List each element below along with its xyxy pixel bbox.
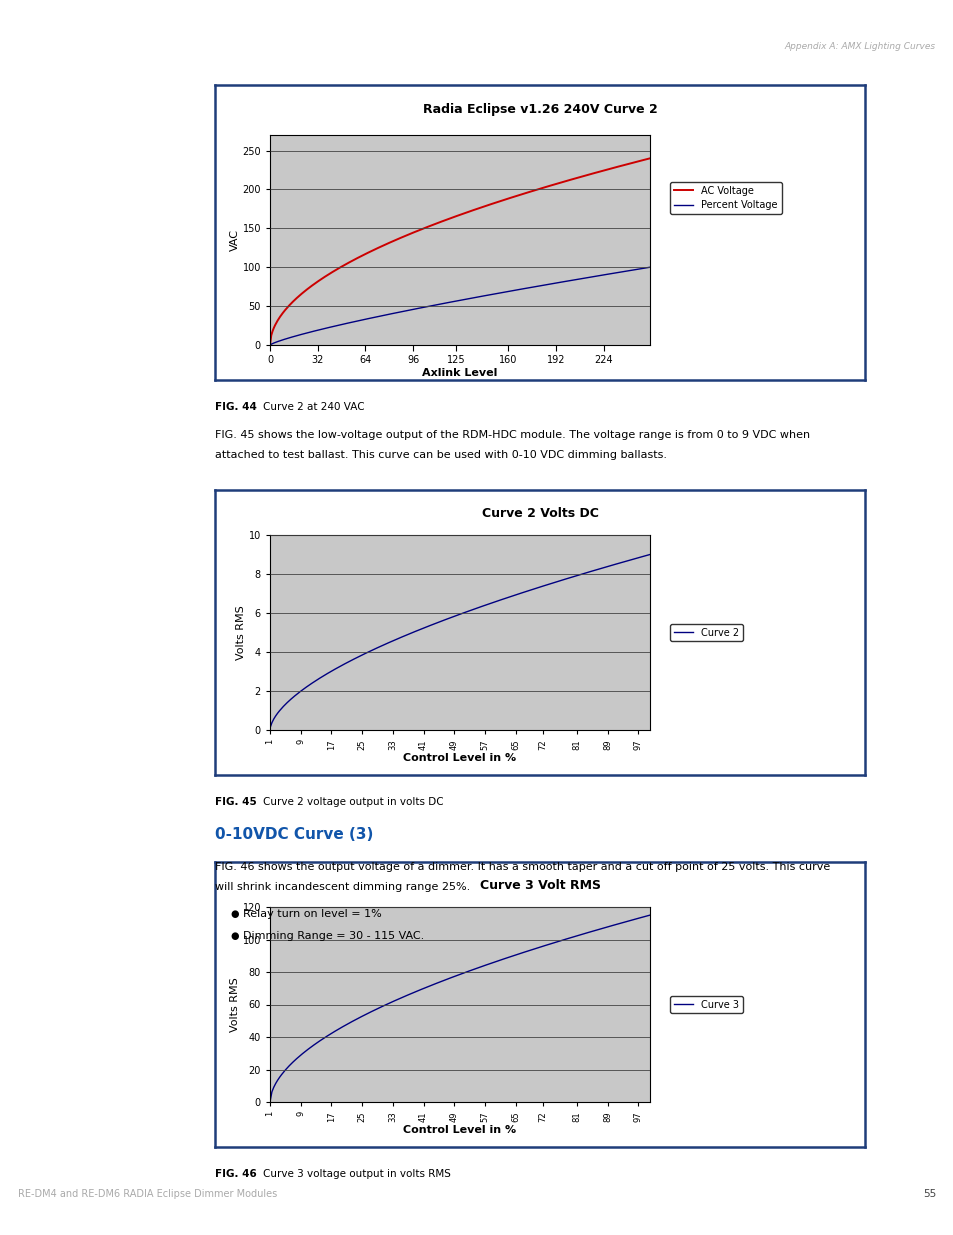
Text: Appendix A: AMX Lighting Curves: Appendix A: AMX Lighting Curves [784,42,935,51]
Text: FIG. 45 shows the low-voltage output of the RDM-HDC module. The voltage range is: FIG. 45 shows the low-voltage output of … [214,430,809,440]
Text: FIG. 46: FIG. 46 [214,1170,256,1179]
Text: FIG. 44: FIG. 44 [214,403,256,412]
Text: FIG. 45: FIG. 45 [214,797,256,806]
Text: 0-10VDC Curve (3): 0-10VDC Curve (3) [214,827,373,842]
Text: Curve 3 voltage output in volts RMS: Curve 3 voltage output in volts RMS [263,1170,451,1179]
Text: FIG. 46 shows the output voltage of a dimmer. It has a smooth taper and a cut of: FIG. 46 shows the output voltage of a di… [214,862,829,872]
Legend: Curve 3: Curve 3 [669,995,742,1014]
Text: Relay turn on level = 1%: Relay turn on level = 1% [243,909,381,919]
Legend: Curve 2: Curve 2 [669,624,742,641]
X-axis label: Axlink Level: Axlink Level [422,368,497,378]
X-axis label: Control Level in %: Control Level in % [403,1125,516,1135]
Text: 55: 55 [922,1189,935,1199]
Text: ●: ● [230,931,238,941]
Text: attached to test ballast. This curve can be used with 0-10 VDC dimming ballasts.: attached to test ballast. This curve can… [214,450,666,459]
Text: Curve 3 Volt RMS: Curve 3 Volt RMS [479,879,599,892]
Text: Dimming Range = 30 - 115 VAC.: Dimming Range = 30 - 115 VAC. [243,931,424,941]
Text: RE-DM4 and RE-DM6 RADIA Eclipse Dimmer Modules: RE-DM4 and RE-DM6 RADIA Eclipse Dimmer M… [18,1189,277,1199]
Text: will shrink incandescent dimming range 25%.: will shrink incandescent dimming range 2… [214,882,470,892]
Text: Curve 2 Volts DC: Curve 2 Volts DC [481,508,598,520]
Legend: AC Voltage, Percent Voltage: AC Voltage, Percent Voltage [669,182,781,215]
Y-axis label: VAC: VAC [230,228,239,251]
X-axis label: Control Level in %: Control Level in % [403,752,516,762]
Y-axis label: Volts RMS: Volts RMS [230,977,239,1032]
Y-axis label: Volts RMS: Volts RMS [235,605,246,659]
Text: Curve 2 at 240 VAC: Curve 2 at 240 VAC [263,403,364,412]
Text: Radia Eclipse v1.26 240V Curve 2: Radia Eclipse v1.26 240V Curve 2 [422,103,657,116]
Text: ●: ● [230,909,238,919]
Text: Curve 2 voltage output in volts DC: Curve 2 voltage output in volts DC [263,797,443,806]
